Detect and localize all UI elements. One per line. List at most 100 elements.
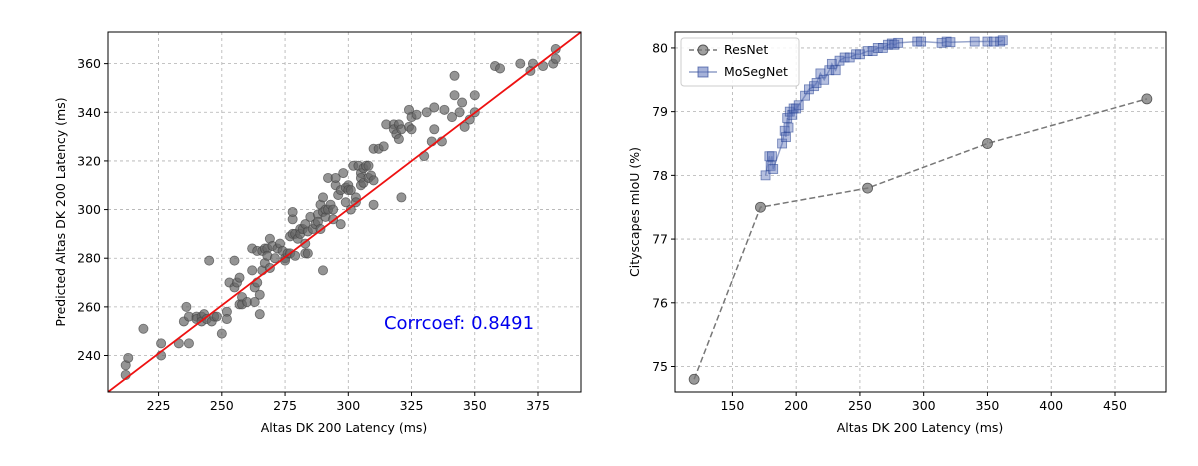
mosegnet-point [787, 109, 798, 120]
left-y-tick-label: 280 [77, 251, 101, 266]
left-y-tick-label: 240 [77, 348, 101, 363]
scatter-point [287, 206, 298, 217]
mosegnet-point [824, 65, 835, 76]
scatter-point [495, 63, 506, 74]
scatter-point [181, 301, 192, 312]
right-x-ticks: 150 200 250 300 350 400 450 [720, 392, 1127, 413]
mosegnet-line [764, 39, 1004, 176]
scatter-point [335, 219, 346, 230]
scatter-point [254, 309, 265, 320]
scatter-point [421, 107, 432, 118]
left-x-tick-label: 350 [463, 398, 487, 413]
resnet-point [688, 373, 700, 385]
scatter-point [328, 204, 339, 215]
left-y-ticks: 240 260 280 300 320 340 360 [77, 56, 108, 363]
legend: ResNet MoSegNet [680, 37, 800, 87]
scatter-point [138, 323, 149, 334]
right-y-tick-label: 75 [652, 359, 668, 374]
mosegnet-point [800, 90, 810, 101]
left-x-axis-label: Altas DK 200 Latency (ms) [261, 420, 428, 435]
legend-resnet-marker [697, 44, 709, 56]
scatter-point [550, 53, 561, 64]
mosegnet-point [779, 125, 790, 136]
mosegnet-point [995, 36, 1006, 47]
scatter-point [216, 328, 227, 339]
left-x-tick-label: 375 [526, 398, 550, 413]
scatter-point [439, 104, 450, 115]
scatter-point [249, 296, 260, 307]
mosegnet-point [784, 106, 795, 117]
scatter-point [449, 70, 460, 81]
left-y-tick-label: 360 [77, 56, 101, 71]
resnet-point [982, 138, 993, 149]
scatter-point [269, 253, 280, 264]
right-y-tick-label: 79 [652, 104, 668, 119]
left-y-tick-label: 300 [77, 202, 101, 217]
mosegnet-point [839, 52, 850, 63]
mosegnet-point [844, 52, 855, 63]
mosegnet-point [889, 39, 900, 50]
scatter-point [302, 248, 313, 259]
mosegnet-point [886, 38, 897, 49]
right-y-tick-label: 76 [652, 295, 668, 310]
left-x-ticks: 225 250 275 300 325 350 375 [147, 392, 550, 413]
mosegnet-point [804, 84, 814, 95]
left-corrcoef-annotation: Corrcoef: 0.8491 [384, 313, 534, 334]
scatter-point [317, 265, 328, 276]
scatter-point [156, 338, 167, 349]
scatter-point [330, 172, 341, 183]
left-x-tick-label: 250 [210, 398, 234, 413]
scatter-point [317, 192, 328, 203]
right-y-tick-label: 78 [652, 168, 668, 183]
scatter-point [221, 314, 232, 325]
right-y-tick-label: 77 [652, 232, 668, 247]
mosegnet-point [916, 36, 927, 47]
mosegnet-point [945, 37, 956, 48]
scatter-point [368, 199, 379, 210]
scatter-point [449, 90, 460, 101]
mosegnet-point [969, 36, 980, 47]
mosegnet-point [872, 43, 883, 53]
scatter-point [368, 175, 379, 186]
left-y-tick-label: 260 [77, 299, 101, 314]
right-x-tick-label: 450 [1103, 398, 1127, 413]
scatter-point [229, 255, 240, 266]
mosegnet-point [793, 100, 804, 111]
scatter-point [429, 124, 440, 135]
mosegnet-point [834, 55, 845, 66]
scatter-point [469, 90, 480, 101]
mosegnet-point [826, 58, 837, 69]
scatter-point [406, 124, 417, 135]
right-x-tick-label: 400 [1039, 398, 1063, 413]
scatter-point [290, 250, 301, 261]
scatter-point [247, 265, 258, 276]
scatter-point [340, 197, 351, 208]
left-x-tick-label: 325 [400, 398, 424, 413]
scatter-point [234, 272, 245, 283]
right-y-axis-label: Cityscapes mIoU (%) [627, 147, 642, 277]
scatter-point [459, 121, 470, 132]
mosegnet-point [791, 103, 802, 114]
left-points [120, 44, 561, 380]
scatter-point [204, 255, 215, 266]
left-x-tick-label: 275 [273, 398, 297, 413]
mosegnet-point [783, 122, 794, 133]
mosegnet-point [767, 151, 777, 162]
scatter-point [515, 58, 526, 69]
scatter-point [393, 134, 404, 145]
right-grid [675, 32, 1166, 392]
chart-left: 225 250 275 300 325 350 375 240 260 280 300 320 340… [53, 31, 582, 435]
mosegnet-point [997, 35, 1008, 46]
mosegnet-point [941, 36, 952, 47]
right-x-tick-label: 300 [912, 398, 936, 413]
scatter-point [550, 44, 561, 55]
resnet-point [755, 201, 766, 213]
mosegnet-point [862, 46, 873, 57]
right-x-tick-label: 250 [848, 398, 872, 413]
right-series [688, 35, 1153, 385]
chart-right: 150 200 250 300 350 400 450 75 76 77 78 79 80 Altas… [627, 31, 1167, 435]
resnet-point [862, 182, 873, 194]
scatter-point [363, 160, 374, 171]
